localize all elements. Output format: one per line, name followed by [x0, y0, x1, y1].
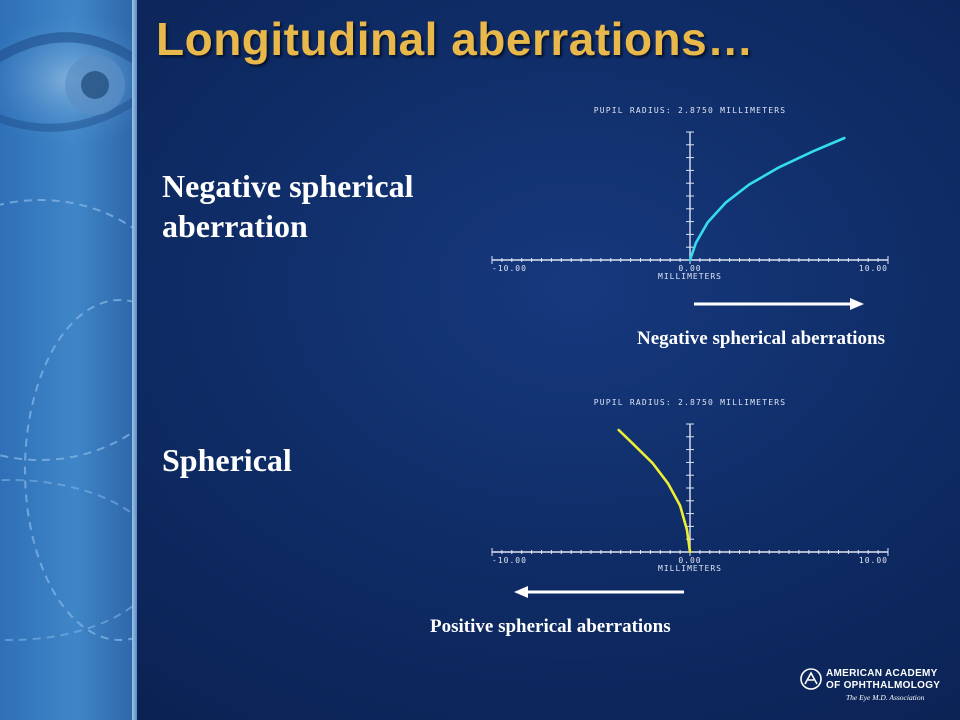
x-tick-label: 10.00 — [859, 264, 888, 273]
caption-negative-spherical-aberrations: Negative spherical aberrations — [637, 328, 886, 349]
label-spherical: Spherical — [162, 442, 292, 478]
series-line-1-0 — [617, 428, 692, 554]
panel-edge-divider — [132, 0, 137, 720]
arrow-left-icon — [514, 586, 684, 598]
caption-positive-spherical-aberrations: Positive spherical aberrations — [430, 616, 671, 637]
chart-negative-spherical: PUPIL RADIUS: 2.8750 MILLIMETERS -10.00 0.… — [491, 106, 889, 281]
x-axis-label: MILLIMETERS — [658, 564, 722, 573]
x-tick-label: 0.00 — [678, 556, 701, 565]
x-tick-label: -10.00 — [492, 556, 527, 565]
chart-positive-spherical: PUPIL RADIUS: 2.8750 MILLIMETERS -10.00 0.… — [491, 398, 889, 573]
logo-text-line2: OF OPHTHALMOLOGY — [826, 680, 941, 691]
arrow-right-icon — [694, 298, 864, 310]
decorative-eye-panel — [0, 0, 136, 720]
aao-emblem-icon — [800, 668, 822, 690]
x-tick-label: 10.00 — [859, 556, 888, 565]
chart-title: PUPIL RADIUS: 2.8750 MILLIMETERS — [594, 106, 787, 115]
x-axis-label: MILLIMETERS — [658, 272, 722, 281]
logo-tagline: The Eye M.D. Association — [846, 693, 925, 702]
slide-title: Longitudinal aberrations… — [156, 13, 754, 65]
chart-title: PUPIL RADIUS: 2.8750 MILLIMETERS — [594, 398, 787, 407]
aao-logo: AMERICAN ACADEMY OF OPHTHALMOLOGY The Ey… — [800, 664, 950, 708]
logo-text-line1: AMERICAN ACADEMY — [826, 668, 938, 679]
x-tick-label: -10.00 — [492, 264, 527, 273]
label-negative-spherical-aberration: Negative spherical aberration — [162, 168, 414, 244]
x-tick-label: 0.00 — [678, 264, 701, 273]
series-line-0-0 — [688, 136, 846, 262]
eye-graphic — [0, 10, 136, 641]
